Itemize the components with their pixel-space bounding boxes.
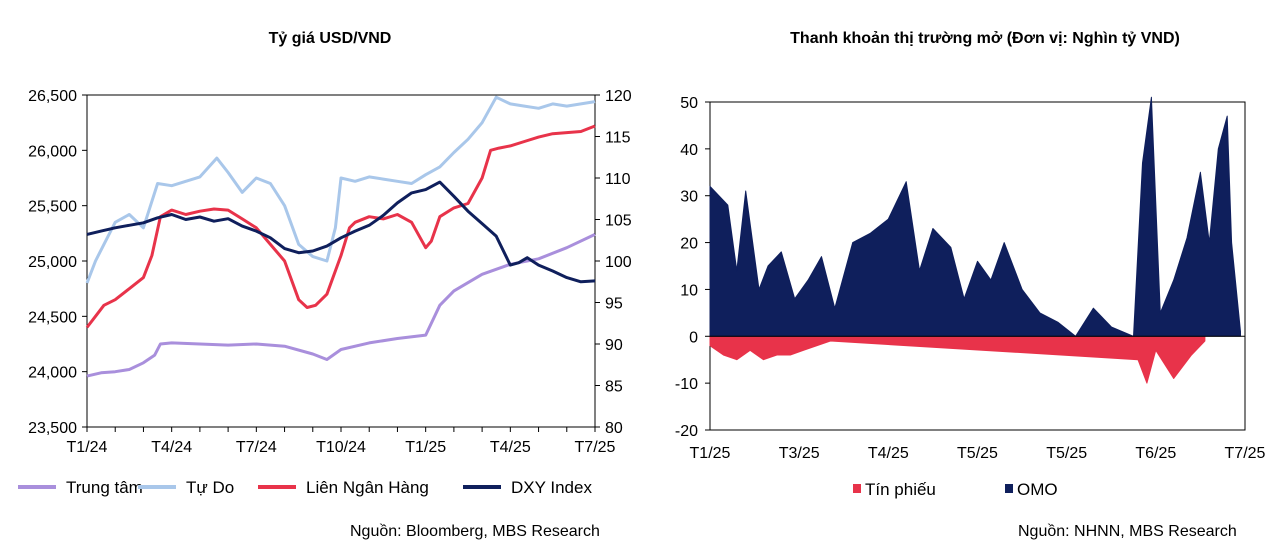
legend-label-t-do: Tự Do bbox=[186, 478, 234, 497]
chart-title-usd-vnd: Tỷ giá USD/VND bbox=[268, 30, 392, 47]
legend-label-omo: OMO bbox=[1017, 480, 1058, 499]
legend-label-t-n-phi-u: Tín phiếu bbox=[865, 480, 936, 499]
y-tick-label-50: 50 bbox=[680, 95, 698, 112]
x-tick-label-t5-25: T5/25 bbox=[957, 445, 998, 462]
x-tick-label-t1-25: T1/25 bbox=[690, 445, 731, 462]
y-right-tick-label-115: 115 bbox=[605, 130, 631, 147]
y-left-tick-label-23-500: 23,500 bbox=[28, 420, 77, 437]
x-tick-label-t3-25: T3/25 bbox=[779, 445, 820, 462]
liquidity-chart: -20 -10 0 10 20 30 40 50 T1/25 T3/25 T4/25 T5/25 T5/… bbox=[675, 95, 1266, 499]
y-right-tick-label-95: 95 bbox=[605, 296, 623, 313]
source-note-right: Nguồn: NHNN, MBS Research bbox=[1018, 523, 1237, 540]
x-tick-label-t7-25: T7/25 bbox=[1225, 445, 1266, 462]
y-right-tick-label-110: 110 bbox=[605, 171, 631, 188]
y-left-tick-label-25-000: 25,000 bbox=[28, 254, 77, 271]
y-tick-label-10: -10 bbox=[675, 376, 698, 393]
legend-label-dxy-index: DXY Index bbox=[511, 478, 592, 497]
x-tick-label-t1-25: T1/25 bbox=[405, 439, 446, 456]
y-left-tick-label-24-500: 24,500 bbox=[28, 309, 77, 326]
series-line-t-do bbox=[85, 95, 596, 284]
y-right-tick-label-100: 100 bbox=[605, 254, 632, 271]
y-right-tick-label-90: 90 bbox=[605, 337, 623, 354]
y-right-tick-label-85: 85 bbox=[605, 379, 623, 396]
source-note-left: Nguồn: Bloomberg, MBS Research bbox=[350, 523, 600, 540]
legend-swatch-t-n-phi-u bbox=[853, 484, 861, 493]
legend-label-trung-t-m: Trung tâm bbox=[66, 478, 143, 497]
legend-label-li-n-ng-n-h-ng: Liên Ngân Hàng bbox=[306, 478, 429, 497]
y-tick-label-10: 10 bbox=[680, 282, 698, 299]
x-tick-label-t5-25: T5/25 bbox=[1046, 445, 1087, 462]
x-tick-label-t10-24: T10/24 bbox=[316, 439, 366, 456]
x-tick-label-t4-25: T4/25 bbox=[490, 439, 531, 456]
y-tick-label-20: -20 bbox=[675, 423, 698, 440]
y-right-tick-label-80: 80 bbox=[605, 420, 623, 437]
liquidity-chart-panel: Thanh khoản thị trường mở (Đơn vị: Nghìn… bbox=[660, 0, 1280, 557]
legend-swatch-omo bbox=[1005, 484, 1013, 493]
y-left-tick-label-24-000: 24,000 bbox=[28, 365, 77, 382]
y-right-tick-label-120: 120 bbox=[605, 88, 632, 105]
y-tick-label-0: 0 bbox=[689, 329, 698, 346]
x-tick-label-t6-25: T6/25 bbox=[1135, 445, 1176, 462]
usd-vnd-chart-panel: Tỷ giá USD/VND 23,500 24,000 24,500 25,000 2… bbox=[18, 30, 632, 540]
x-tick-label-t1-24: T1/24 bbox=[67, 439, 108, 456]
y-left-tick-label-26-000: 26,000 bbox=[28, 143, 77, 160]
series-line-li-n-ng-n-h-ng bbox=[85, 124, 596, 329]
series-area-t-n-phi-u bbox=[709, 335, 1206, 384]
usd-vnd-chart: 23,500 24,000 24,500 25,000 25,500 26,000 26,5… bbox=[18, 88, 632, 497]
y-right-tick-label-105: 105 bbox=[605, 213, 632, 230]
series-area-omo bbox=[709, 96, 1241, 337]
y-tick-label-30: 30 bbox=[680, 189, 698, 206]
x-tick-label-t7-25: T7/25 bbox=[575, 439, 616, 456]
x-tick-label-t4-25: T4/25 bbox=[868, 445, 909, 462]
chart-title-liquidity: Thanh khoản thị trường mở (Đơn vị: Nghìn… bbox=[790, 30, 1180, 47]
series-line-trung-t-m bbox=[86, 233, 596, 378]
y-left-tick-label-25-500: 25,500 bbox=[28, 199, 77, 216]
y-left-tick-label-26-500: 26,500 bbox=[28, 88, 77, 105]
x-tick-label-t7-24: T7/24 bbox=[236, 439, 277, 456]
y-tick-label-40: 40 bbox=[680, 142, 698, 159]
series-line-dxy-index bbox=[86, 180, 596, 284]
x-tick-label-t4-24: T4/24 bbox=[151, 439, 192, 456]
y-tick-label-20: 20 bbox=[680, 236, 698, 253]
